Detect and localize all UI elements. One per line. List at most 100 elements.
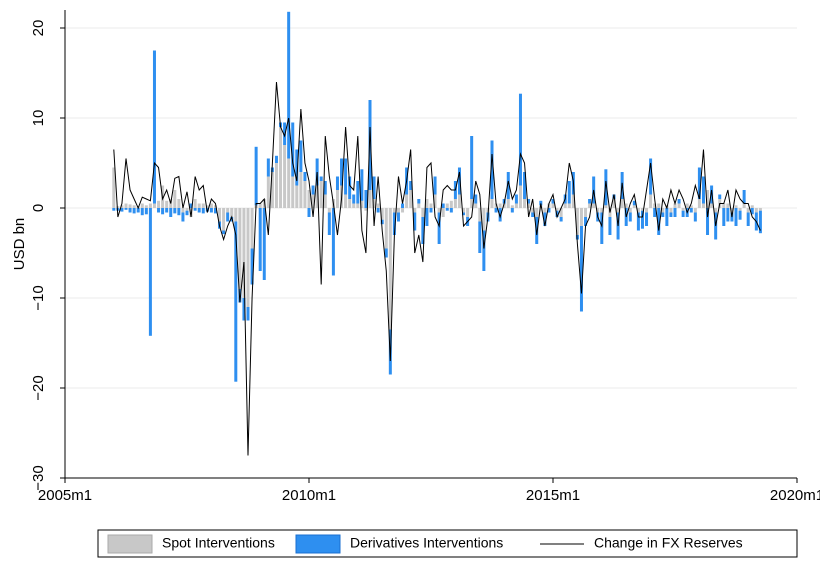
bar	[425, 199, 429, 208]
bar	[392, 212, 396, 235]
bar	[356, 181, 360, 204]
x-tick-label: 2010m1	[282, 487, 336, 504]
legend-label: Spot Interventions	[162, 535, 275, 551]
bar	[348, 176, 352, 199]
bar	[226, 208, 230, 213]
bar	[523, 199, 527, 208]
bar	[279, 127, 283, 208]
bar	[649, 194, 653, 208]
bar	[323, 181, 327, 195]
bar	[287, 11, 291, 159]
bar	[429, 208, 433, 213]
bar	[706, 190, 710, 208]
bar	[657, 203, 661, 208]
bar	[693, 208, 697, 213]
bar	[567, 203, 571, 208]
legend-label: Derivatives Interventions	[350, 535, 503, 551]
bar	[120, 208, 124, 212]
bar	[543, 208, 547, 213]
bar	[396, 208, 400, 213]
bar	[152, 50, 156, 204]
bar	[401, 203, 405, 208]
bar	[665, 208, 669, 226]
bar	[498, 203, 502, 208]
bar	[449, 200, 453, 208]
bar	[738, 210, 742, 220]
bar	[742, 203, 746, 208]
bar	[453, 199, 457, 208]
bar	[193, 199, 197, 208]
bar	[734, 208, 738, 226]
bar	[299, 140, 303, 172]
x-tick-label: 2020m1	[770, 487, 820, 504]
legend-swatch	[107, 534, 153, 554]
bar	[746, 212, 750, 226]
bar	[697, 167, 701, 199]
bar	[510, 208, 514, 213]
bar	[132, 208, 136, 214]
bar	[657, 208, 661, 235]
bar	[701, 176, 705, 204]
bar	[177, 199, 181, 208]
bar	[360, 169, 364, 201]
bar	[726, 203, 730, 208]
bar	[132, 205, 136, 208]
bar	[632, 200, 636, 206]
bar	[645, 212, 649, 226]
bar	[303, 172, 307, 181]
bar	[600, 208, 604, 213]
bar	[173, 190, 177, 208]
bar	[510, 205, 514, 208]
bar	[250, 248, 254, 285]
bar	[661, 208, 665, 213]
bar	[177, 208, 181, 216]
bar	[681, 208, 685, 211]
bar	[222, 208, 226, 231]
bar	[124, 203, 128, 208]
bar	[409, 181, 413, 190]
bar	[197, 203, 201, 208]
bar	[608, 217, 612, 235]
bar	[445, 203, 449, 208]
bar	[368, 100, 372, 190]
bar	[144, 205, 148, 208]
bar	[445, 208, 449, 211]
bar	[136, 208, 140, 213]
bar	[230, 208, 234, 217]
bar	[604, 205, 608, 208]
bar	[437, 208, 441, 213]
bar	[340, 158, 344, 186]
bar	[588, 199, 592, 204]
bar	[242, 298, 246, 321]
bar	[482, 208, 486, 231]
bar	[413, 212, 417, 231]
bar	[209, 208, 213, 213]
bar	[758, 210, 762, 234]
bar	[531, 212, 535, 217]
bar	[722, 208, 726, 226]
bar	[689, 205, 693, 208]
bar	[157, 200, 161, 208]
bar	[470, 136, 474, 199]
bar	[380, 208, 384, 220]
bar	[636, 212, 640, 231]
bar	[226, 212, 230, 222]
bar	[409, 190, 413, 208]
bar	[539, 200, 543, 206]
bar	[372, 199, 376, 208]
bar	[498, 208, 502, 222]
bar	[234, 221, 238, 382]
bar	[181, 208, 185, 213]
bar	[201, 208, 205, 214]
bar	[527, 203, 531, 208]
bar	[319, 181, 323, 208]
bar	[307, 190, 311, 208]
bar	[376, 208, 380, 213]
bar	[421, 208, 425, 217]
bar	[518, 185, 522, 208]
bar	[262, 199, 266, 208]
bar	[482, 230, 486, 271]
bar	[335, 176, 339, 190]
bar	[616, 208, 620, 213]
bar	[571, 194, 575, 208]
